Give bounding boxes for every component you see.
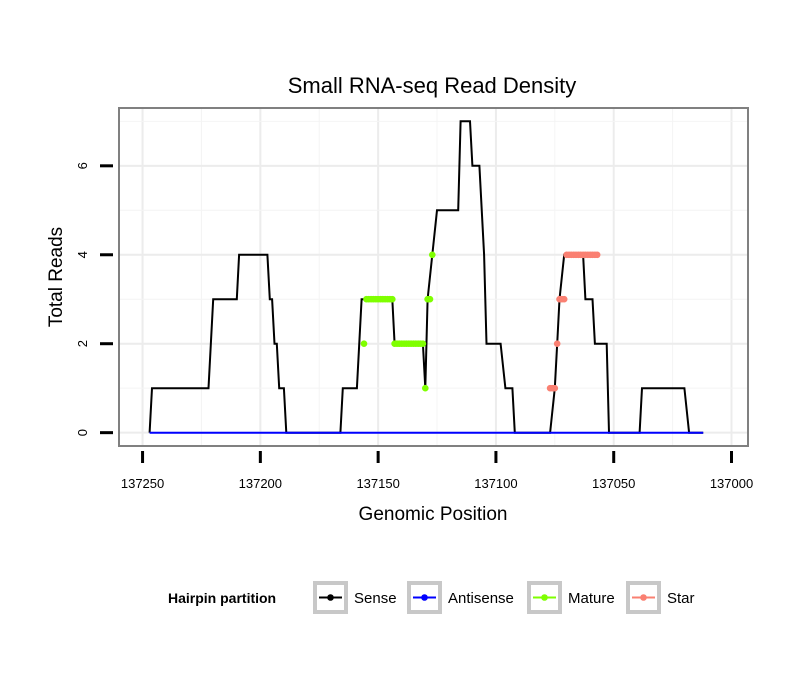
x-axis-label: Genomic Position [359,504,508,525]
series-layer [148,120,704,434]
plot-border [118,107,749,447]
x-tick-label: 137150 [356,476,399,491]
legend-label: Antisense [448,590,514,607]
y-tick-label: 6 [75,162,90,169]
x-tick-label: 137100 [474,476,517,491]
legend-label: Sense [354,590,397,607]
x-tick-label: 137200 [239,476,282,491]
chart-title: Small RNA-seq Read Density [288,73,577,98]
y-axis: 0 2 4 6 [75,162,113,436]
y-tick-label: 4 [75,251,90,258]
data-point-mature [426,295,434,303]
x-tick-label: 137000 [710,476,753,491]
legend-entry-antisense: Antisense [407,581,514,614]
data-point-mature [422,384,429,392]
legend-key-point [541,594,548,601]
plot-background [119,108,748,446]
legend-key-point [327,594,334,601]
data-point-mature [429,251,436,259]
legend-entry-star: Star [626,581,695,614]
legend-key-point [640,594,647,601]
legend-entry-sense: Sense [313,581,397,614]
series-line-sense [148,120,704,434]
data-point-star [593,251,601,259]
data-point-mature [419,340,427,348]
data-point-mature [389,295,396,303]
legend-label: Mature [568,590,615,607]
x-axis: 137250 137200 137150 137100 137050 137000 [121,451,753,491]
legend-entry-mature: Mature [527,581,615,614]
legend-title: Hairpin partition [168,590,276,606]
data-point-star [551,384,559,392]
data-point-star [553,340,561,348]
y-axis-label: Total Reads [46,227,67,327]
legend-key-point [421,594,428,601]
data-point-star [560,295,568,303]
y-tick-label: 2 [75,340,90,347]
legend: Hairpin partition Sense Antisense Mature St… [168,581,695,614]
data-point-mature [360,340,368,348]
legend-label: Star [667,590,695,607]
x-tick-label: 137050 [592,476,635,491]
x-tick-label: 137250 [121,476,164,491]
y-tick-label: 0 [75,429,90,436]
